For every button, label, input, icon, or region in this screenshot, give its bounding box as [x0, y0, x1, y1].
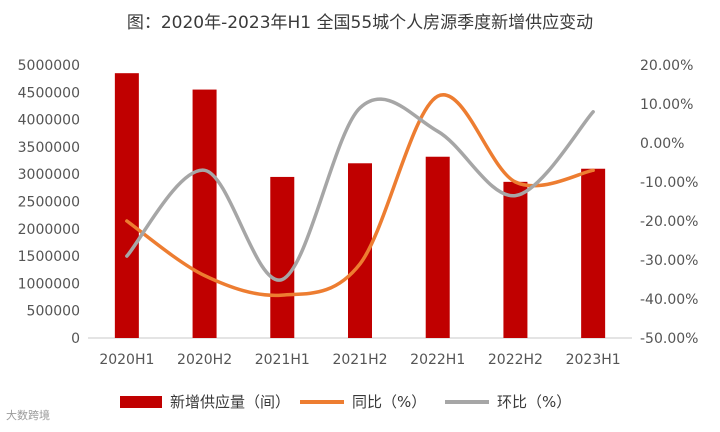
y-right-tick-label: 20.00%: [640, 58, 693, 74]
x-tick-label: 2021H2: [332, 352, 387, 368]
y-right-tick-label: -50.00%: [640, 331, 698, 347]
watermark-text: 大数跨境: [6, 409, 50, 422]
y-left-axis: 0 500000 1000000 1500000 2000000 2500000 30000…: [18, 58, 80, 347]
y-left-tick-label: 4500000: [18, 85, 80, 101]
mom-line: [125, 97, 595, 282]
chart-title: 图：2020年-2023年H1 全国55城个人房源季度新增供应变动: [126, 13, 594, 33]
y-left-tick-label: 4000000: [18, 113, 80, 129]
y-left-tick-label: 0: [71, 331, 80, 347]
legend-yoy-label: 同比（%）: [352, 393, 426, 411]
y-left-tick-label: 3000000: [18, 167, 80, 183]
y-right-axis: -50.00% -40.00% -30.00% -20.00% -10.00% 0.00%…: [640, 58, 698, 347]
legend-mom-label: 环比（%）: [497, 393, 571, 411]
x-axis: 2020H1 2020H2 2021H1 2021H2 2022H1 2022H2 2023…: [99, 352, 620, 368]
bar: [192, 89, 217, 338]
x-tick-label: 2020H2: [177, 352, 232, 368]
y-right-tick-label: -40.00%: [640, 292, 698, 308]
y-right-tick-label: -20.00%: [640, 214, 698, 230]
bar: [270, 176, 295, 338]
y-left-tick-label: 2500000: [18, 195, 80, 211]
bar: [581, 168, 606, 338]
legend-bar-swatch: [120, 396, 162, 408]
legend-bar-label: 新增供应量（间）: [170, 393, 290, 411]
y-left-tick-label: 3500000: [18, 140, 80, 156]
x-tick-label: 2023H1: [566, 352, 621, 368]
y-left-tick-label: 5000000: [18, 58, 80, 74]
bar: [114, 73, 139, 338]
y-right-tick-label: -10.00%: [640, 175, 698, 191]
y-left-tick-label: 1000000: [18, 276, 80, 292]
y-right-tick-label: 0.00%: [640, 136, 684, 152]
y-right-tick-label: 10.00%: [640, 97, 693, 113]
y-left-tick-label: 1500000: [18, 249, 80, 265]
y-right-tick-label: -30.00%: [640, 253, 698, 269]
x-tick-label: 2021H1: [255, 352, 310, 368]
x-tick-label: 2022H2: [488, 352, 543, 368]
yoy-line: [125, 93, 595, 298]
bar: [425, 156, 450, 338]
x-tick-label: 2022H1: [410, 352, 465, 368]
bar: [503, 181, 528, 338]
bar-series: [114, 73, 606, 338]
x-tick-label: 2020H1: [99, 352, 154, 368]
line-series: [125, 93, 595, 298]
y-left-tick-label: 2000000: [18, 222, 80, 238]
y-left-tick-label: 500000: [27, 304, 80, 320]
legend: 新增供应量（间） 同比（%） 环比（%）: [120, 393, 571, 411]
